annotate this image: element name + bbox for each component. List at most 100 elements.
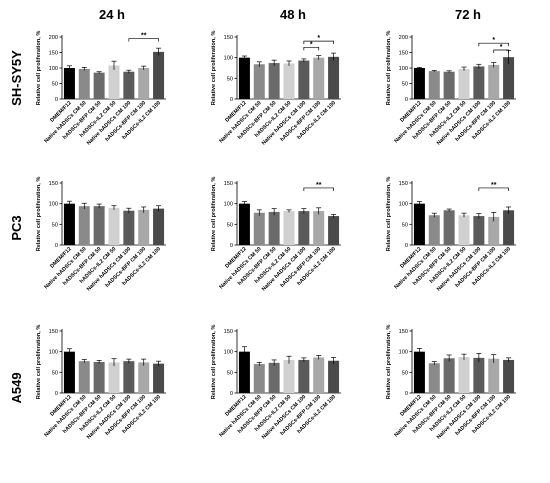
panel-pc3-24h: Relative cell proliferation, % 050100150D…: [36, 177, 166, 293]
bar: [428, 71, 440, 99]
significance-bracket: [478, 187, 509, 191]
significance-label: **: [491, 182, 497, 189]
bar: [488, 216, 500, 245]
bar: [298, 60, 310, 99]
y-axis-label: Relative cell proliferation, %: [211, 31, 217, 106]
bar: [313, 357, 325, 393]
y-tick-label: 100: [399, 350, 408, 356]
bar: [123, 71, 135, 99]
y-axis-label: Relative cell proliferation, %: [386, 325, 392, 400]
significance-bracket: [303, 46, 320, 51]
y-tick-label: 0: [405, 243, 408, 249]
bar: [63, 203, 75, 245]
bar: [488, 64, 500, 99]
significance-bracket: [303, 40, 334, 45]
bar: [138, 362, 150, 393]
bar: [488, 358, 500, 393]
y-tick-label: 100: [224, 56, 233, 62]
significance-label: *: [500, 44, 503, 51]
bar: [503, 57, 515, 99]
y-tick-label: 50: [227, 222, 233, 228]
bar: [123, 361, 135, 393]
bar: [108, 207, 120, 245]
bar: [283, 211, 295, 245]
bar: [268, 63, 280, 99]
y-tick-label: 150: [399, 181, 408, 187]
bar: [458, 68, 470, 99]
bar: [428, 215, 440, 245]
bar: [123, 210, 135, 245]
bar: [443, 358, 455, 393]
y-tick-label: 0: [55, 97, 58, 103]
y-tick-label: 150: [399, 329, 408, 335]
panel-sh-sy5y-72h: Relative cell proliferation, % 0 50 100 150 2…: [386, 31, 516, 147]
y-tick-label: 100: [224, 350, 233, 356]
bar: [298, 211, 310, 245]
row-title-a549: A549: [9, 372, 24, 403]
bar: [283, 63, 295, 99]
panel-a549-48h: Relative cell proliferation, % 050100150D…: [211, 325, 341, 441]
y-tick-label: 50: [52, 370, 58, 376]
panel-sh-sy5y-24h: Relative cell proliferation, % 0 50 100 150 2…: [36, 31, 166, 147]
y-tick-label: 0: [55, 391, 58, 397]
bar: [138, 209, 150, 245]
y-tick-label: 100: [399, 202, 408, 208]
bar: [138, 68, 150, 99]
panel-a549-24h: Relative cell proliferation, % 050100150D…: [36, 325, 166, 441]
significance-label: *: [492, 37, 495, 44]
bar: [238, 57, 250, 99]
y-tick-label: 50: [402, 370, 408, 376]
bar: [328, 56, 340, 99]
bar: [93, 362, 105, 393]
significance-label: **: [141, 33, 147, 40]
bar: [473, 66, 485, 99]
y-tick-label: 0: [55, 243, 58, 249]
bar: [428, 363, 440, 393]
bar: [63, 351, 75, 393]
bar: [253, 212, 265, 245]
bar: [153, 363, 165, 393]
y-axis-label: Relative cell proliferation, %: [36, 31, 42, 106]
y-tick-label: 150: [224, 329, 233, 335]
bar: [473, 216, 485, 245]
y-axis-label: Relative cell proliferation, %: [386, 31, 392, 106]
bar: [473, 357, 485, 393]
bar: [93, 206, 105, 245]
y-tick-label: 0: [230, 243, 233, 249]
bar: [443, 71, 455, 99]
bar: [298, 359, 310, 393]
bar: [108, 362, 120, 393]
chart-panels: Relative cell proliferation, % 0 50 100 150 2…: [36, 31, 516, 441]
y-tick-label: 0: [405, 97, 408, 103]
significance-label: *: [317, 35, 320, 42]
y-tick-label: 150: [399, 51, 408, 57]
bar: [108, 65, 120, 99]
y-tick-label: 150: [49, 329, 58, 335]
y-axis-label: Relative cell proliferation, %: [36, 325, 42, 400]
significance-label: **: [316, 182, 322, 189]
y-tick-label: 50: [52, 82, 58, 88]
y-tick-label: 0: [230, 97, 233, 103]
y-tick-label: 150: [49, 51, 58, 57]
significance-bracket: [478, 42, 509, 47]
bar: [458, 215, 470, 245]
y-tick-label: 50: [227, 370, 233, 376]
y-tick-label: 100: [224, 202, 233, 208]
y-tick-label: 50: [402, 82, 408, 88]
y-tick-label: 200: [49, 35, 58, 41]
y-axis-label: Relative cell proliferation, %: [386, 177, 392, 252]
y-tick-label: 50: [402, 222, 408, 228]
bar: [268, 362, 280, 393]
column-title-72h: 72 h: [455, 7, 481, 22]
panel-sh-sy5y-48h: Relative cell proliferation, % 050100150D…: [211, 31, 341, 147]
panel-pc3-48h: Relative cell proliferation, % 050100150D…: [211, 177, 341, 293]
y-tick-label: 50: [52, 222, 58, 228]
y-tick-label: 150: [49, 181, 58, 187]
y-tick-label: 100: [399, 66, 408, 72]
panel-a549-72h: Relative cell proliferation, % 050100150D…: [386, 325, 516, 441]
bar: [78, 206, 90, 245]
bar: [413, 351, 425, 393]
bar: [413, 68, 425, 99]
row-title-sh-sy5y: SH-SY5Y: [9, 50, 24, 106]
